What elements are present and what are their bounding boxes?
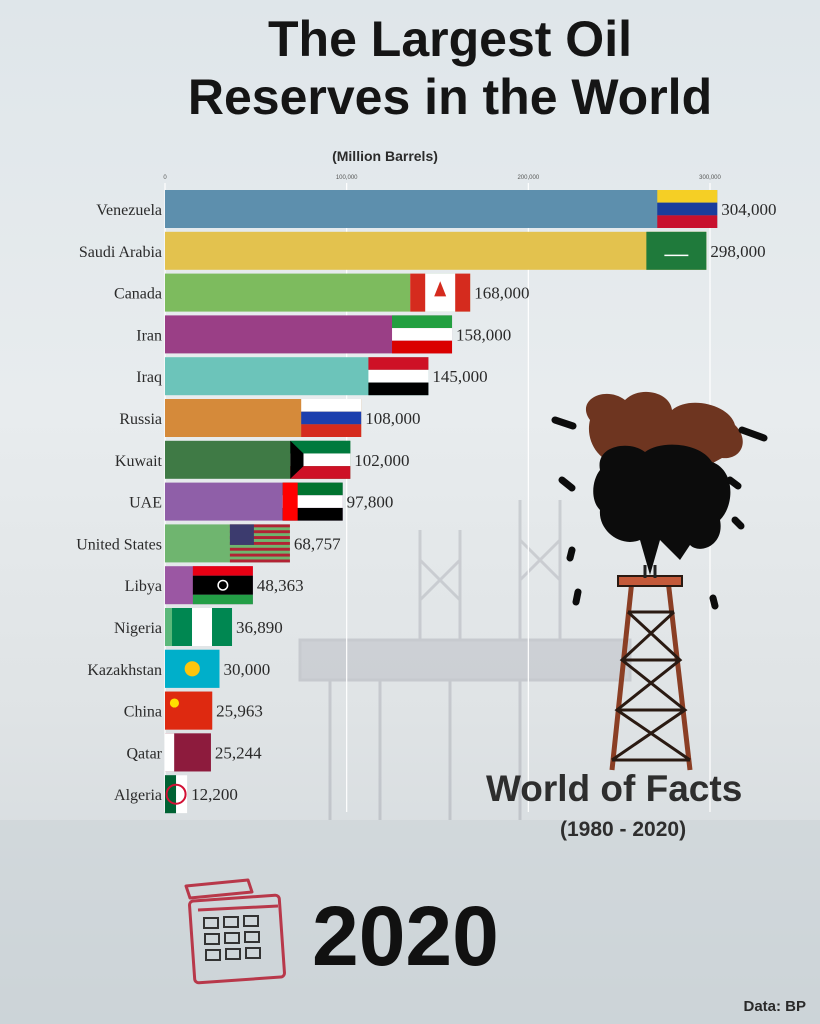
flag-icon-qatar [165, 733, 211, 772]
value-label: 68,757 [294, 534, 341, 553]
flag-icon-iran [392, 315, 453, 354]
category-label: Venezuela [96, 202, 162, 219]
flag-icon-kuwait [290, 440, 351, 479]
x-tick-label: 100,000 [336, 175, 358, 181]
flag-icon-nigeria [172, 608, 233, 646]
value-label: 145,000 [432, 367, 487, 386]
category-label: Kuwait [115, 453, 163, 470]
x-tick-label: 300,000 [699, 175, 721, 181]
x-tick-label: 200,000 [517, 175, 539, 181]
bar-group: Algeria 12,200 [114, 775, 238, 814]
category-label: Nigeria [114, 620, 162, 637]
value-label: 25,244 [215, 743, 262, 762]
bar [165, 190, 718, 228]
bar-group: Saudi Arabia 298,000 [79, 231, 766, 270]
value-label: 158,000 [456, 325, 511, 344]
bar-group: Libya 48,363 [125, 566, 304, 605]
category-label: Libya [125, 578, 162, 595]
value-label: 298,000 [710, 242, 765, 261]
value-label: 97,800 [347, 493, 394, 512]
flag-icon-algeria [165, 775, 188, 814]
category-label: Iran [136, 327, 162, 344]
x-tick-label: 0 [163, 175, 167, 181]
category-label: Iraq [136, 369, 162, 386]
bar-group: Venezuela 304,000 [96, 190, 777, 228]
flag-icon-saudi-arabia [646, 231, 707, 270]
current-year: 2020 [312, 889, 499, 983]
value-label: 12,200 [191, 785, 238, 804]
value-label: 48,363 [257, 576, 304, 595]
bar-group: Russia 108,000 [119, 399, 420, 437]
chart-title: The Largest Oil Reserves in the World [0, 10, 820, 126]
bar-group: China 25,963 [124, 691, 263, 730]
category-label: China [124, 704, 162, 721]
category-label: Algeria [114, 787, 162, 804]
category-label: United States [76, 536, 162, 553]
value-label: 108,000 [365, 409, 420, 428]
category-label: Qatar [126, 745, 162, 762]
bar-group: Kazakhstan 30,000 [87, 649, 271, 688]
category-label: Saudi Arabia [79, 244, 162, 261]
value-label: 25,963 [216, 702, 263, 721]
value-label: 30,000 [224, 660, 271, 679]
category-label: Kazakhstan [87, 662, 162, 679]
data-source: Data: BP [743, 998, 806, 1015]
category-label: UAE [129, 495, 162, 512]
brand-years: (1980 - 2020) [560, 818, 687, 841]
chart-subtitle: (Million Barrels) [332, 148, 438, 164]
bar-group: Iraq 145,000 [136, 357, 488, 396]
bar-group: Canada 168,000 [114, 273, 529, 312]
flag-icon-kazakhstan [165, 649, 220, 688]
brand-name: World of Facts [486, 768, 743, 809]
value-label: 102,000 [354, 451, 409, 470]
bar-group: Iran 158,000 [136, 315, 511, 354]
value-label: 36,890 [236, 618, 283, 637]
bar-group: Nigeria 36,890 [114, 608, 283, 646]
bar-group: UAE 97,800 [129, 482, 394, 521]
calendar-icon [184, 878, 286, 985]
flag-icon-libya [192, 566, 253, 605]
category-label: Canada [114, 286, 162, 303]
title-line-2: Reserves in the World [187, 69, 713, 125]
bar-group: United States 68,757 [76, 524, 341, 563]
flag-icon-usa [229, 524, 290, 563]
flag-icon-uae [282, 482, 343, 521]
category-label: Russia [119, 411, 162, 428]
flag-icon-venezuela [657, 190, 718, 228]
flag-icon-iraq [368, 357, 429, 396]
bar-group: Qatar 25,244 [126, 733, 262, 772]
value-label: 304,000 [721, 200, 776, 219]
value-label: 168,000 [474, 284, 529, 303]
title-line-1: The Largest Oil [268, 11, 632, 67]
flag-icon-canada [410, 273, 471, 312]
bar-group: Kuwait 102,000 [115, 440, 410, 479]
bar [165, 231, 707, 270]
flag-icon-china [165, 691, 213, 730]
flag-icon-russia [301, 399, 362, 437]
